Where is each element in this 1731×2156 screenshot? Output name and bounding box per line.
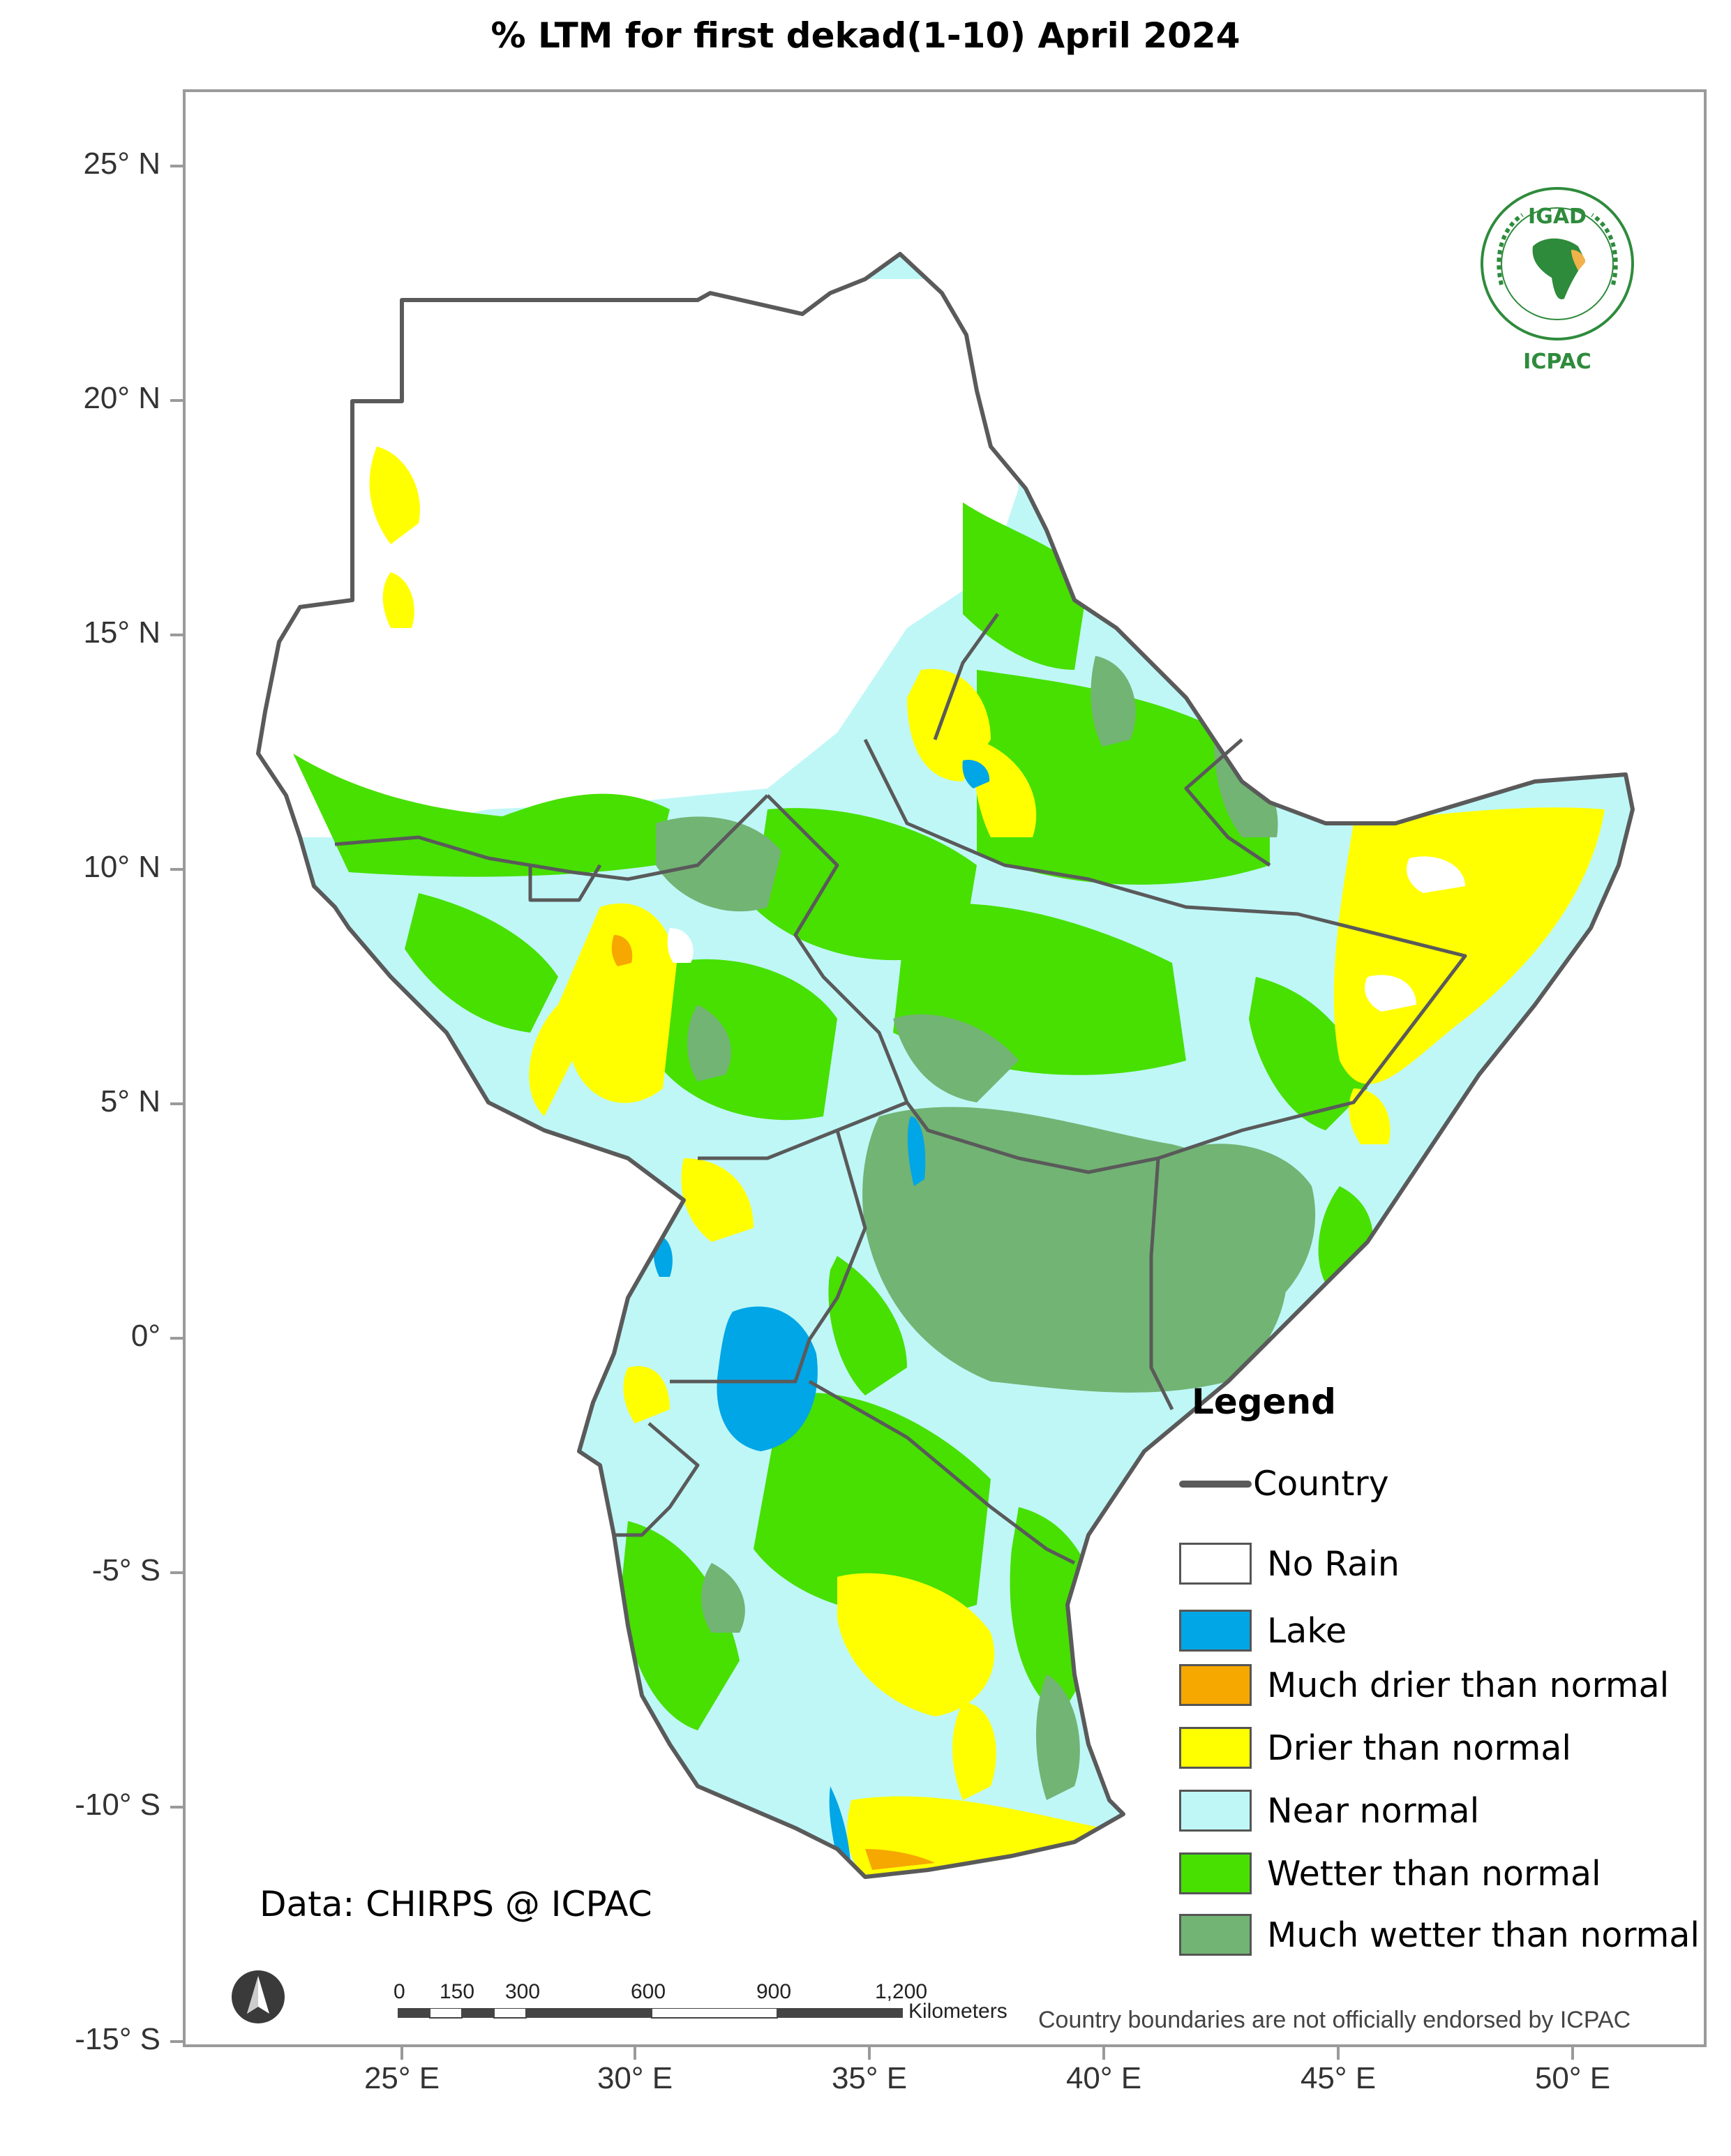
- legend-label: No Rain: [1267, 1543, 1400, 1584]
- legend-country-line: [1179, 1480, 1252, 1488]
- scale-label-0: 0: [394, 1980, 405, 2003]
- scale-label-600: 600: [631, 1980, 666, 2003]
- tick-left-15s: [170, 2040, 183, 2043]
- legend-item-much-wetter: Much wetter than normal: [1179, 1913, 1700, 1956]
- scale-bar: 0 150 300 600 900 1,200: [391, 1980, 1019, 2036]
- legend-item-wetter: Wetter than normal: [1179, 1852, 1601, 1895]
- legend-swatch: [1179, 1610, 1252, 1652]
- lat-label-10s: -10° S: [75, 1788, 160, 1822]
- lat-label-5n: 5° N: [100, 1084, 160, 1118]
- legend-swatch: [1179, 1852, 1252, 1894]
- lat-label-5s: -5° S: [91, 1553, 160, 1587]
- tick-bottom-40e: [1102, 2047, 1105, 2060]
- legend-item-lake: Lake: [1179, 1609, 1347, 1652]
- data-credit: Data: CHIRPS @ ICPAC: [260, 1884, 652, 1924]
- legend-country-label: Country: [1253, 1464, 1389, 1504]
- scale-label-150: 150: [440, 1980, 475, 2003]
- lat-label-10n: 10° N: [83, 850, 160, 884]
- legend-swatch: [1179, 1727, 1252, 1769]
- scale-label-1200: 1,200: [875, 1980, 928, 2003]
- legend-country-row: Country: [1179, 1464, 1389, 1504]
- legend-swatch: [1179, 1914, 1252, 1956]
- svg-text:IGAD: IGAD: [1528, 204, 1587, 229]
- tick-left-5n: [170, 1102, 183, 1105]
- tick-bottom-30e: [634, 2047, 636, 2060]
- lon-label-25e: 25° E: [364, 2061, 440, 2095]
- tick-left-5s: [170, 1571, 183, 1574]
- legend-swatch: [1179, 1543, 1252, 1585]
- tick-left-20n: [170, 399, 183, 402]
- scale-bar-graphic: [398, 2008, 903, 2019]
- lat-label-25n: 25° N: [83, 147, 160, 181]
- tick-left-10n: [170, 868, 183, 871]
- legend-label: Drier than normal: [1267, 1728, 1571, 1768]
- lon-label-40e: 40° E: [1065, 2061, 1142, 2095]
- legend-item-drier: Drier than normal: [1179, 1726, 1571, 1769]
- lat-label-15s: -15° S: [75, 2022, 160, 2056]
- north-arrow-icon: [232, 1970, 285, 2023]
- lon-label-30e: 30° E: [597, 2061, 673, 2095]
- legend-item-near-normal: Near normal: [1179, 1789, 1479, 1832]
- lat-label-0: 0°: [130, 1319, 160, 1353]
- scale-label-300: 300: [505, 1980, 541, 2003]
- tick-left-0: [170, 1337, 183, 1340]
- legend-item-no-rain: No Rain: [1179, 1542, 1400, 1585]
- map-frame: [183, 89, 1707, 2047]
- scale-label-900: 900: [756, 1980, 792, 2003]
- tick-left-25n: [170, 165, 183, 167]
- lat-label-20n: 20° N: [83, 381, 160, 415]
- legend-label: Near normal: [1267, 1790, 1480, 1831]
- legend-label: Lake: [1267, 1610, 1347, 1651]
- legend-title: Legend: [1192, 1382, 1336, 1422]
- legend-swatch: [1179, 1664, 1252, 1706]
- tick-left-15n: [170, 634, 183, 636]
- boundary-disclaimer: Country boundaries are not officially en…: [1038, 2007, 1631, 2033]
- lon-label-35e: 35° E: [831, 2061, 908, 2095]
- tick-left-10s: [170, 1806, 183, 1809]
- legend-swatch: [1179, 1790, 1252, 1832]
- lat-label-15n: 15° N: [83, 615, 160, 650]
- igad-icpac-logo: IGAD ICPAC: [1481, 187, 1634, 374]
- tick-bottom-45e: [1337, 2047, 1340, 2060]
- lon-label-45e: 45° E: [1300, 2061, 1377, 2095]
- svg-text:ICPAC: ICPAC: [1523, 350, 1591, 374]
- tick-bottom-50e: [1571, 2047, 1574, 2060]
- map-title: % LTM for first dekad(1-10) April 2024: [490, 15, 1241, 56]
- lon-label-50e: 50° E: [1534, 2061, 1611, 2095]
- legend-label: Wetter than normal: [1267, 1853, 1601, 1894]
- tick-bottom-25e: [400, 2047, 403, 2060]
- legend-label: Much drier than normal: [1267, 1665, 1670, 1705]
- legend-item-much-drier: Much drier than normal: [1179, 1663, 1669, 1707]
- scale-unit: Kilometers: [908, 2000, 1007, 2023]
- legend-label: Much wetter than normal: [1267, 1915, 1700, 1955]
- tick-bottom-35e: [868, 2047, 871, 2060]
